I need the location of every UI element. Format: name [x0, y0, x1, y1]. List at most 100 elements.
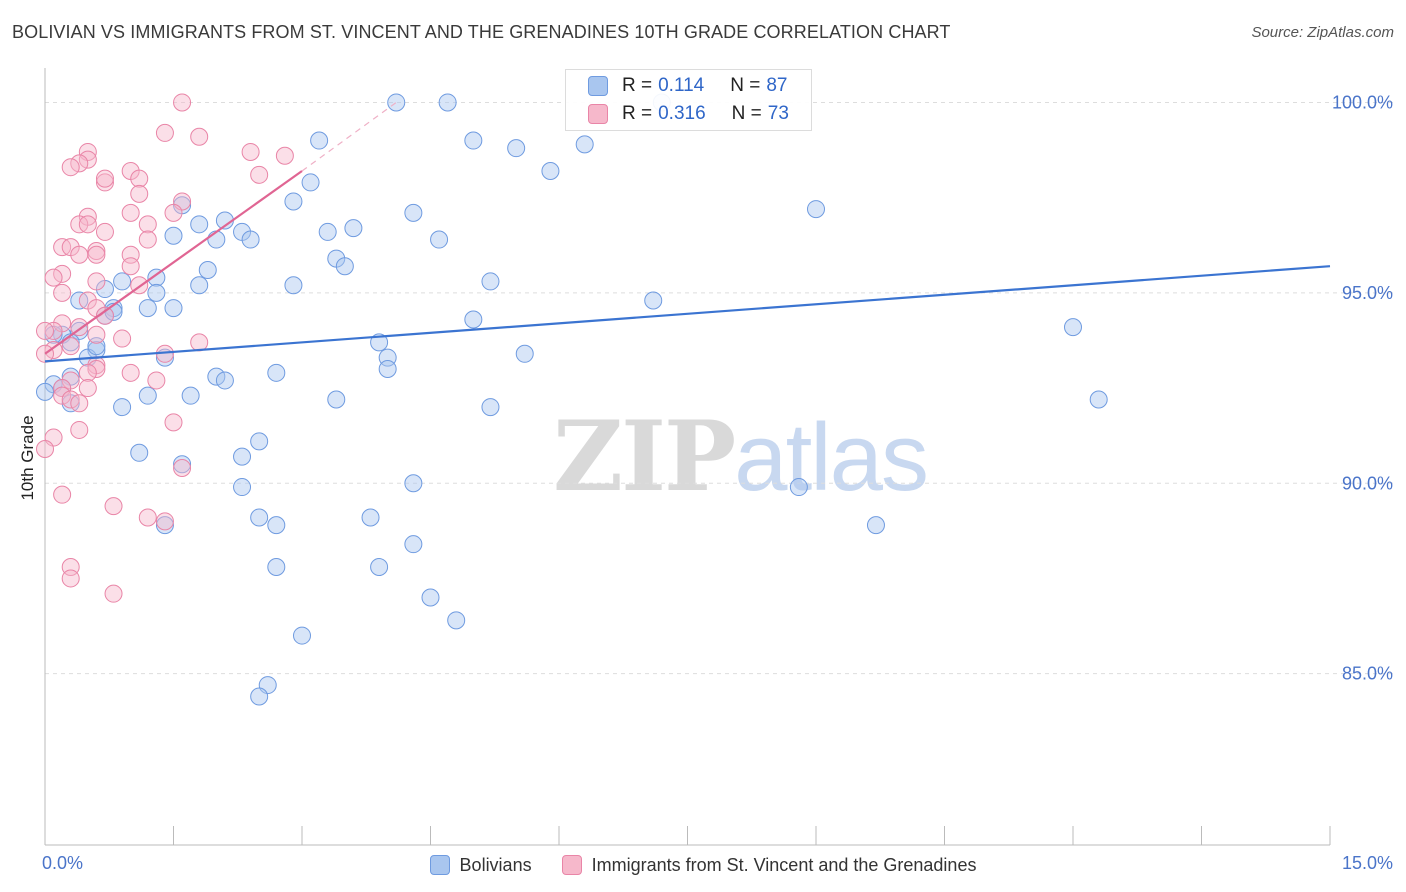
point-bolivians [1064, 318, 1082, 337]
point-bolivians [481, 398, 500, 417]
point-immigrants [104, 497, 123, 516]
point-bolivians [370, 558, 389, 577]
legend-label-immigrants: Immigrants from St. Vincent and the Gren… [591, 854, 977, 875]
point-bolivians [575, 135, 594, 154]
point-bolivians [267, 363, 286, 382]
point-bolivians [155, 516, 174, 535]
point-immigrants [36, 321, 54, 340]
point-bolivians [233, 478, 252, 497]
point-bolivians [113, 398, 132, 417]
point-bolivians [327, 390, 346, 409]
point-bolivians [190, 276, 209, 295]
point-bolivians [207, 230, 226, 249]
point-bolivians [301, 173, 320, 192]
y-tick-label: 85.0% [1342, 664, 1393, 684]
point-immigrants [87, 325, 106, 344]
point-immigrants [78, 215, 97, 234]
tick-labels: 85.0% 90.0% 95.0% 100.0% 0.0% 15.0% 10th Grade [18, 92, 1393, 873]
point-immigrants [78, 150, 97, 169]
stats-n-label: N = [730, 75, 761, 96]
stats-swatch-immigrants [588, 104, 608, 124]
point-bolivians [147, 283, 166, 302]
point-bolivians [541, 162, 560, 181]
point-immigrants [190, 333, 209, 352]
point-bolivians [515, 344, 534, 363]
point-immigrants [113, 329, 132, 348]
stats-n-value: 87 [766, 75, 788, 96]
point-immigrants [70, 420, 89, 439]
point-immigrants [53, 485, 72, 504]
source-label: Source: ZipAtlas.com [1251, 24, 1394, 41]
point-bolivians [267, 558, 286, 577]
point-bolivians [464, 310, 483, 329]
point-immigrants [241, 142, 260, 161]
legend-item-immigrants[interactable]: Immigrants from St. Vincent and the Gren… [561, 854, 977, 876]
stats-legend-box: R = 0.114 N = 87 R = 0.316 N = 73 [565, 69, 812, 131]
point-bolivians [198, 261, 217, 280]
x-tick-label: 15.0% [1342, 853, 1393, 873]
watermark-zip: ZIP [553, 400, 736, 513]
point-immigrants [173, 93, 192, 112]
point-immigrants [138, 230, 157, 249]
point-bolivians [250, 432, 269, 451]
point-bolivians [36, 382, 54, 401]
point-immigrants [130, 169, 149, 188]
point-immigrants [87, 245, 106, 264]
point-bolivians [215, 371, 234, 390]
point-immigrants [36, 439, 54, 458]
point-immigrants [155, 512, 174, 531]
stats-n-label: N = [731, 103, 762, 124]
trend-extension-immigrants [301, 101, 397, 172]
point-immigrants [87, 272, 106, 291]
point-bolivians [318, 222, 337, 241]
point-bolivians [293, 626, 311, 645]
legend-swatch-bolivians [429, 855, 450, 875]
point-immigrants [78, 379, 97, 398]
point-bolivians [430, 230, 449, 249]
point-bolivians [387, 93, 406, 112]
point-immigrants [250, 165, 269, 184]
point-bolivians [404, 203, 423, 222]
point-bolivians [447, 611, 466, 630]
point-bolivians [378, 360, 397, 379]
point-immigrants [70, 154, 89, 173]
point-immigrants [121, 363, 140, 382]
point-immigrants [164, 413, 183, 432]
stats-row-immigrants: R = 0.316 N = 73 [588, 100, 789, 128]
point-bolivians [164, 226, 183, 245]
point-bolivians [404, 535, 423, 554]
point-immigrants [95, 169, 114, 188]
point-bolivians [807, 200, 825, 219]
grid-lines [45, 101, 1395, 675]
point-immigrants [70, 245, 89, 264]
y-axis-title: 10th Grade [18, 415, 37, 500]
point-immigrants [61, 390, 80, 409]
point-bolivians [789, 478, 808, 497]
watermark-atlas: atlas [734, 404, 929, 511]
point-immigrants [104, 584, 123, 603]
point-immigrants [95, 173, 114, 192]
point-bolivians [344, 219, 363, 238]
point-immigrants [87, 241, 106, 260]
point-immigrants [147, 371, 166, 390]
stats-r-label: R = [622, 103, 653, 124]
legend-swatch-immigrants [561, 855, 582, 875]
chart-title: BOLIVIAN VS IMMIGRANTS FROM ST. VINCENT … [12, 22, 951, 42]
point-immigrants [190, 127, 209, 146]
point-immigrants [53, 264, 72, 283]
point-immigrants [138, 508, 157, 527]
point-immigrants [61, 337, 80, 356]
point-immigrants [138, 215, 157, 234]
axes [44, 68, 1331, 846]
trend-line-bolivians [44, 265, 1331, 363]
legend-item-bolivians[interactable]: Bolivians [429, 855, 532, 876]
point-immigrants [130, 184, 149, 203]
chart-legend: Bolivians Immigrants from St. Vincent an… [0, 852, 1406, 878]
data-points [36, 93, 1108, 706]
stats-r-value: 0.316 [658, 103, 706, 124]
point-bolivians [250, 508, 269, 527]
y-tick-label: 100.0% [1332, 92, 1393, 112]
point-bolivians [241, 230, 260, 249]
point-bolivians [644, 291, 663, 310]
point-immigrants [70, 394, 89, 413]
